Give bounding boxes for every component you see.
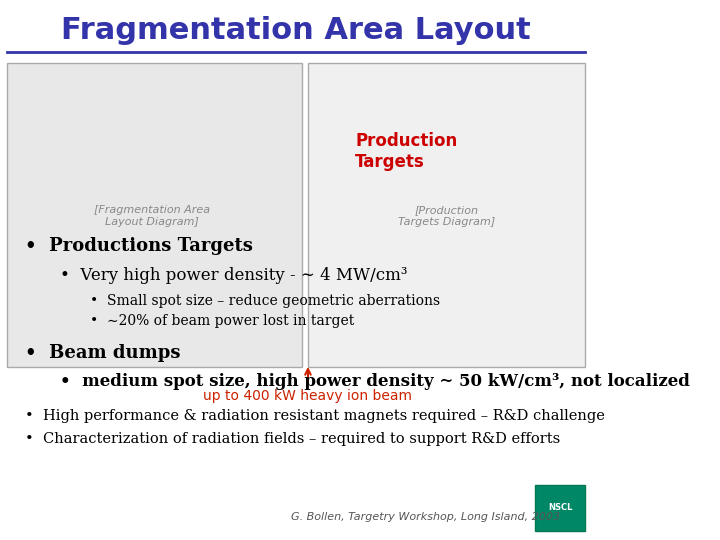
FancyBboxPatch shape xyxy=(7,63,302,367)
FancyBboxPatch shape xyxy=(308,63,585,367)
Text: •  Small spot size – reduce geometric aberrations: • Small spot size – reduce geometric abe… xyxy=(90,294,440,308)
Text: Fragmentation Area Layout: Fragmentation Area Layout xyxy=(61,16,531,45)
Text: G. Bollen, Targetry Workshop, Long Island, 2003: G. Bollen, Targetry Workshop, Long Islan… xyxy=(292,512,560,522)
Text: •  High performance & radiation resistant magnets required – R&D challenge: • High performance & radiation resistant… xyxy=(25,409,605,423)
Text: Production
Targets: Production Targets xyxy=(355,132,457,171)
Text: •  ∼20% of beam power lost in target: • ∼20% of beam power lost in target xyxy=(90,314,354,328)
FancyBboxPatch shape xyxy=(535,485,585,531)
Text: •  Characterization of radiation fields – required to support R&D efforts: • Characterization of radiation fields –… xyxy=(25,432,560,446)
Text: up to 400 kW heavy ion beam: up to 400 kW heavy ion beam xyxy=(204,369,413,403)
Text: •  Very high power density - ∼ 4 MW/cm³: • Very high power density - ∼ 4 MW/cm³ xyxy=(60,267,408,284)
Text: [Fragmentation Area
Layout Diagram]: [Fragmentation Area Layout Diagram] xyxy=(94,206,210,227)
Text: •  medium spot size, high power density ∼ 50 kW/cm³, not localized: • medium spot size, high power density ∼… xyxy=(60,373,690,390)
Text: •  Beam dumps: • Beam dumps xyxy=(25,345,181,362)
Text: [Production
Targets Diagram]: [Production Targets Diagram] xyxy=(398,206,495,227)
Text: NSCL: NSCL xyxy=(548,503,572,512)
Text: •  Productions Targets: • Productions Targets xyxy=(25,237,253,255)
